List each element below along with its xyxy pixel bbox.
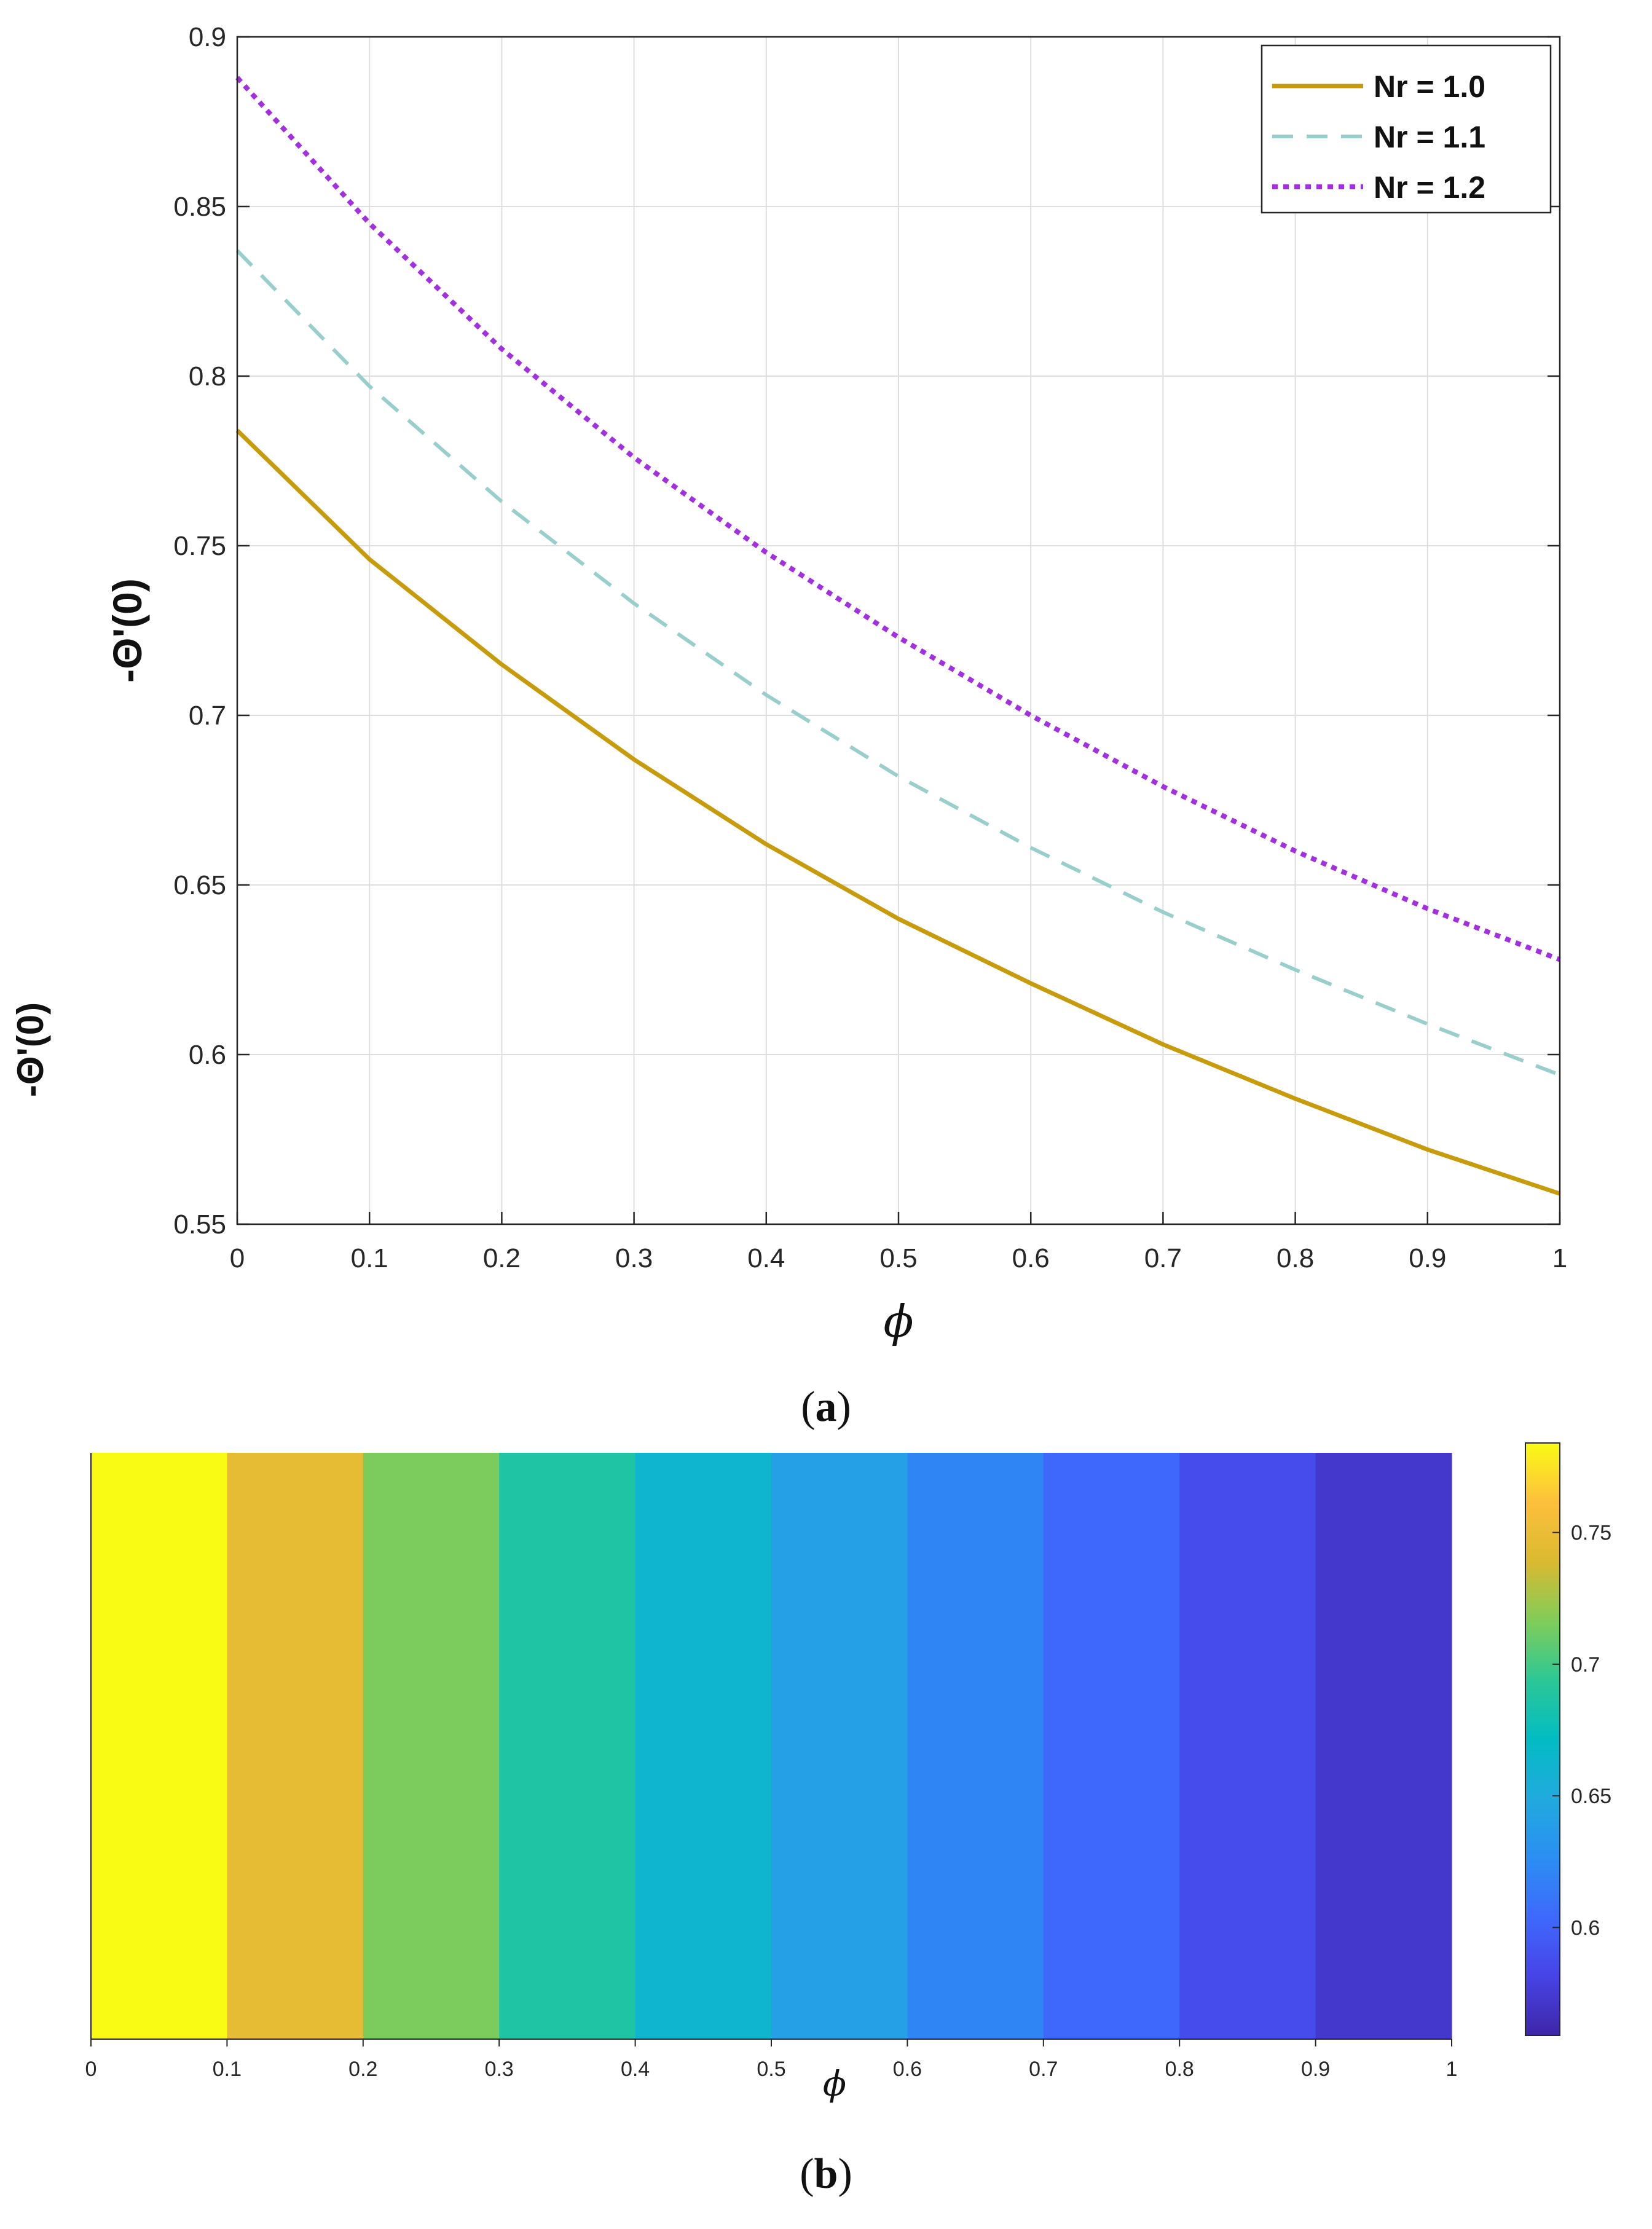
y-tick-label: 0.9 <box>189 22 226 52</box>
plot-frame-a <box>236 36 1561 1225</box>
x-tick-label: 0.4 <box>747 1243 785 1273</box>
x-tick-label: 0.6 <box>1012 1243 1050 1273</box>
heatmap-band <box>363 1453 500 2039</box>
heatmap-bands-b <box>91 1453 1452 2039</box>
line-chart-a: 0 0.1 0.2 0.3 0.4 0.5 0.6 0.7 0.8 0.9 1 0.55 0.6 0.6… <box>104 22 1567 1431</box>
legend-label-nr-1-0: Nr = 1.0 <box>1374 69 1485 104</box>
panel-label-a: (a) <box>801 1383 851 1431</box>
x-tick-label-b: 1 <box>1446 2058 1458 2081</box>
x-tick-label: 0.8 <box>1276 1243 1314 1273</box>
x-tick-label-b: 0.4 <box>621 2058 650 2081</box>
heatmap-band <box>227 1453 364 2039</box>
colorbar: 0.6 0.65 0.7 0.75 <box>1525 1442 1611 2036</box>
heatmap-band <box>771 1453 908 2039</box>
panel-label-b: (b) <box>800 2150 852 2198</box>
x-tick-label-b: 0.7 <box>1029 2058 1058 2081</box>
x-tick-label-b: 0.1 <box>213 2058 242 2081</box>
y-tick-label: 0.8 <box>189 361 226 391</box>
x-tick-labels-b: 0 0.1 0.2 0.3 0.4 0.5 0.6 0.7 0.8 0.9 1 <box>85 2039 1458 2081</box>
colorbar-tick-label: 0.75 <box>1571 1522 1611 1545</box>
colorbar-tick-label: 0.6 <box>1571 1916 1600 1940</box>
x-tick-label-b: 0 <box>85 2058 97 2081</box>
x-tick-label: 0.5 <box>879 1243 917 1273</box>
colorbar-tick-label: 0.7 <box>1571 1653 1600 1677</box>
x-tick-label-b: 0.6 <box>893 2058 922 2081</box>
colorbar-ramp <box>1525 1442 1560 2036</box>
heatmap-band <box>499 1453 636 2039</box>
x-tick-label-b: 0.2 <box>348 2058 377 2081</box>
x-tick-label: 1 <box>1552 1243 1567 1273</box>
heatmap-band <box>635 1453 772 2039</box>
y-axis-label-b: -Θ'(0) <box>10 1002 51 1097</box>
y-tick-label: 0.7 <box>189 701 226 731</box>
legend-a: Nr = 1.0 Nr = 1.1 Nr = 1.2 <box>1261 44 1552 214</box>
y-tick-label: 0.6 <box>189 1040 226 1070</box>
heatmap-band <box>1179 1453 1316 2039</box>
x-tick-label: 0.9 <box>1409 1243 1446 1273</box>
colorbar-tick-label: 0.65 <box>1571 1785 1611 1808</box>
x-axis-label-b: ϕ <box>823 2064 846 2104</box>
y-tick-label: 0.65 <box>173 870 226 900</box>
y-tick-labels-a: 0.55 0.6 0.65 0.7 0.75 0.8 0.85 0.9 <box>173 22 226 1240</box>
heatmap-band <box>1043 1453 1180 2039</box>
x-tick-label-b: 0.9 <box>1301 2058 1330 2081</box>
y-axis-label-a: -Θ'(0) <box>104 578 150 683</box>
x-tick-label: 0 <box>230 1243 245 1273</box>
y-tick-label: 0.85 <box>173 192 226 222</box>
x-axis-label-a: ϕ <box>883 1295 913 1347</box>
y-tick-label: 0.75 <box>173 531 226 561</box>
heatmap-band <box>1315 1453 1452 2039</box>
series-line-nr-1-0 <box>235 428 1561 1196</box>
x-tick-labels-a: 0 0.1 0.2 0.3 0.4 0.5 0.6 0.7 0.8 0.9 1 <box>230 1243 1567 1273</box>
heatmap-band <box>91 1453 227 2039</box>
legend-label-nr-1-2: Nr = 1.2 <box>1374 170 1485 205</box>
x-tick-label: 0.1 <box>351 1243 388 1273</box>
heatmap-chart-b: 0 0.1 0.2 0.3 0.4 0.5 0.6 0.7 0.8 0.9 1 ϕ -Θ'(0) 0… <box>10 1002 1611 2198</box>
y-tick-label: 0.55 <box>173 1209 226 1240</box>
x-tick-label: 0.3 <box>615 1243 653 1273</box>
x-tick-label-b: 0.8 <box>1165 2058 1194 2081</box>
heatmap-band <box>907 1453 1044 2039</box>
series-group-a <box>235 76 1561 1196</box>
colorbar-ticks: 0.6 0.65 0.7 0.75 <box>1552 1522 1611 1940</box>
legend-label-nr-1-1: Nr = 1.1 <box>1374 120 1485 154</box>
x-tick-label: 0.7 <box>1144 1243 1182 1273</box>
x-tick-label: 0.2 <box>483 1243 521 1273</box>
x-tick-label-b: 0.3 <box>485 2058 514 2081</box>
x-tick-label-b: 0.5 <box>757 2058 785 2081</box>
